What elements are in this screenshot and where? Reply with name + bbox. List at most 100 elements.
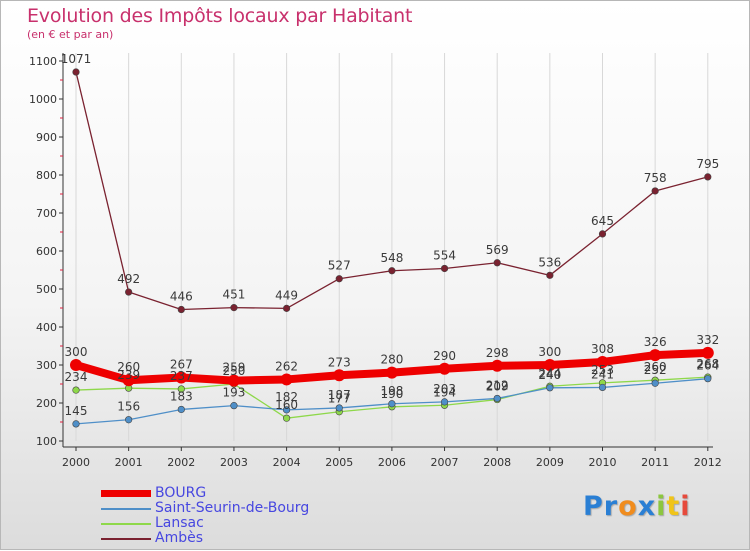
data-label-saint-seurin-de-bourg: 252 (644, 363, 667, 377)
y-tick-label: 1100 (29, 55, 57, 68)
y-tick-label: 1000 (29, 93, 57, 106)
data-label-bourg: 308 (591, 342, 614, 356)
data-label-bourg: 267 (170, 358, 193, 372)
data-label-bourg: 298 (486, 346, 509, 360)
proxiti-logo[interactable]: Proxiti (583, 491, 691, 522)
legend-item-bourg[interactable]: BOURG (101, 485, 361, 501)
x-tick-label: 2011 (641, 456, 669, 469)
x-tick-label: 2002 (167, 456, 195, 469)
y-tick-label: 300 (36, 359, 57, 372)
data-label-saint-seurin-de-bourg: 187 (328, 388, 351, 402)
legend-label-bourg: BOURG (155, 485, 207, 501)
y-tick-label: 900 (36, 131, 57, 144)
data-label-amb-s: 536 (538, 255, 561, 269)
data-point-saint-seurin-de-bourg (335, 404, 343, 412)
data-point-amb-s (388, 267, 396, 275)
data-point-bourg (280, 373, 293, 386)
logo-letter: o (618, 491, 638, 522)
data-point-bourg (122, 374, 135, 387)
data-label-lansac: 250 (222, 364, 245, 378)
data-label-amb-s: 451 (222, 288, 245, 302)
data-label-lansac: 244 (538, 366, 561, 380)
data-label-saint-seurin-de-bourg: 264 (696, 359, 719, 373)
x-tick-label: 2012 (694, 456, 722, 469)
data-label-amb-s: 554 (433, 248, 456, 262)
data-point-amb-s (125, 288, 133, 296)
data-label-saint-seurin-de-bourg: 156 (117, 400, 140, 414)
x-tick-label: 2005 (325, 456, 353, 469)
logo-letter: P (583, 491, 604, 522)
legend-swatch-saint-seurin-de-bourg (101, 508, 151, 510)
data-label-lansac: 160 (275, 398, 298, 412)
x-tick-label: 2006 (378, 456, 406, 469)
data-point-saint-seurin-de-bourg (493, 394, 501, 403)
legend: BOURG Saint-Seurin-de-Bourg Lansac Ambès (101, 485, 361, 546)
data-label-saint-seurin-de-bourg: 198 (380, 384, 403, 398)
data-label-amb-s: 548 (380, 251, 403, 265)
data-label-bourg: 290 (433, 349, 456, 363)
y-tick-label: 700 (36, 207, 57, 220)
y-tick-label: 400 (36, 321, 57, 334)
data-point-amb-s (493, 259, 501, 267)
data-point-saint-seurin-de-bourg (546, 384, 554, 392)
y-tick-label: 600 (36, 245, 57, 258)
data-label-lansac: 260 (644, 360, 667, 374)
logo-letter: x (637, 491, 657, 522)
x-tick-label: 2004 (273, 456, 301, 469)
data-point-amb-s (546, 271, 554, 279)
x-tick-label: 2001 (115, 456, 143, 469)
data-label-lansac: 237 (170, 369, 193, 383)
x-tick-label: 2009 (536, 456, 564, 469)
data-point-amb-s (230, 304, 238, 312)
data-label-amb-s: 1071 (61, 52, 92, 66)
data-label-bourg: 260 (117, 360, 140, 374)
data-label-bourg: 273 (328, 355, 351, 369)
data-point-amb-s (335, 275, 343, 283)
data-label-saint-seurin-de-bourg: 241 (591, 367, 614, 381)
data-label-bourg: 262 (275, 359, 298, 373)
data-label-amb-s: 449 (275, 288, 298, 302)
legend-item-ambes[interactable]: Ambès (101, 530, 361, 546)
data-point-saint-seurin-de-bourg (125, 416, 133, 424)
data-point-bourg (649, 349, 662, 362)
x-tick-label: 2007 (431, 456, 459, 469)
data-label-saint-seurin-de-bourg: 182 (275, 390, 298, 404)
data-label-amb-s: 758 (644, 171, 667, 185)
y-tick-label: 800 (36, 169, 57, 182)
data-point-saint-seurin-de-bourg (704, 375, 712, 383)
data-label-lansac: 239 (117, 368, 140, 382)
data-point-saint-seurin-de-bourg (72, 420, 80, 428)
data-label-lansac: 268 (696, 357, 719, 371)
data-label-bourg: 259 (222, 361, 245, 375)
data-point-bourg (333, 369, 346, 382)
chart-subtitle: (en € et par an) (27, 28, 114, 41)
logo-letter: i (680, 491, 691, 522)
data-point-amb-s (72, 68, 80, 76)
data-label-amb-s: 446 (170, 290, 193, 304)
data-label-saint-seurin-de-bourg: 240 (538, 368, 561, 382)
legend-item-saint-seurin-de-bourg[interactable]: Saint-Seurin-de-Bourg (101, 500, 361, 516)
data-label-bourg: 326 (644, 335, 667, 349)
legend-label-lansac: Lansac (155, 515, 204, 531)
data-label-saint-seurin-de-bourg: 183 (170, 389, 193, 403)
data-label-amb-s: 645 (591, 214, 614, 228)
data-point-saint-seurin-de-bourg (388, 400, 396, 408)
logo-letter: r (603, 491, 619, 522)
data-point-saint-seurin-de-bourg (440, 398, 449, 406)
data-point-amb-s (598, 230, 607, 238)
data-point-saint-seurin-de-bourg (598, 383, 607, 392)
data-label-lansac: 253 (591, 363, 614, 377)
data-point-saint-seurin-de-bourg (177, 405, 185, 414)
y-tick-label: 500 (36, 283, 57, 296)
legend-item-lansac[interactable]: Lansac (101, 515, 361, 531)
data-label-lansac: 190 (380, 387, 403, 401)
data-point-saint-seurin-de-bourg (230, 402, 238, 410)
data-label-amb-s: 569 (486, 243, 509, 257)
data-point-amb-s (651, 187, 659, 195)
legend-label-saint-seurin-de-bourg: Saint-Seurin-de-Bourg (155, 500, 310, 516)
legend-swatch-bourg (101, 490, 151, 497)
x-tick-label: 2003 (220, 456, 248, 469)
data-label-bourg: 300 (65, 345, 88, 359)
